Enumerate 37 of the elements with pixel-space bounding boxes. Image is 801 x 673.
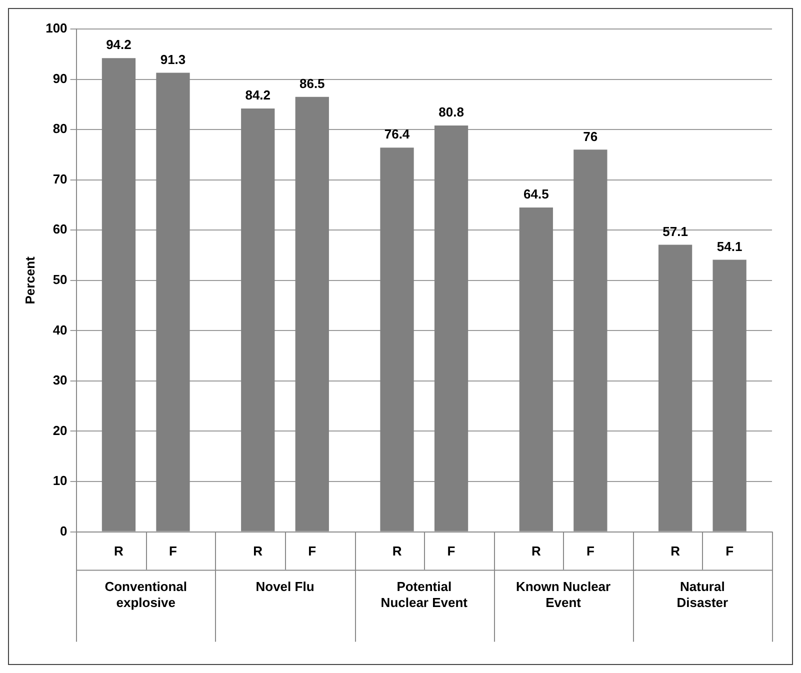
data-label: 76.4	[384, 126, 410, 142]
x-tick-label: Conventional explosive	[104, 579, 188, 610]
text: R	[392, 543, 402, 558]
data-label: 80.8	[438, 104, 464, 120]
data-label: 57.1	[662, 224, 688, 239]
data-label: 84.2	[245, 88, 271, 103]
data-label: 64.5	[524, 186, 549, 202]
y-tick-label: 40	[52, 322, 68, 338]
data-label: 76	[583, 128, 598, 144]
data-label: 91.3	[160, 52, 186, 67]
y-tick-label: 80	[52, 121, 68, 136]
text: F	[308, 543, 316, 558]
y-tick-label: 20	[52, 422, 68, 438]
text: R	[253, 543, 263, 558]
series-label: F	[169, 543, 178, 558]
y-tick-label: 70	[52, 171, 68, 186]
text: F	[447, 543, 456, 558]
y-tick-label: 60	[52, 222, 68, 237]
text: R	[531, 543, 541, 558]
y-tick-label: 0	[60, 523, 68, 538]
x-tick-label: Novel Flu	[256, 579, 314, 594]
data-label: 86.5	[299, 76, 325, 91]
x-tick-label: Natural Disaster	[676, 579, 728, 610]
y-axis-title: Percent	[22, 256, 38, 304]
y-tick-label: 90	[52, 70, 68, 86]
series-label: R	[114, 543, 124, 558]
x-tick-label: Potential Nuclear Event	[380, 579, 468, 610]
y-tick-label: 100	[46, 20, 68, 36]
text: F	[726, 543, 734, 558]
y-tick-label: 50	[52, 272, 68, 287]
y-tick-label: 10	[52, 473, 68, 488]
text: F	[586, 543, 594, 558]
data-label: 94.2	[106, 37, 132, 52]
x-tick-label: Known Nuclear Event	[516, 579, 611, 610]
data-label: 54.1	[716, 238, 742, 254]
text: R	[670, 543, 680, 558]
y-tick-label: 30	[52, 372, 68, 388]
